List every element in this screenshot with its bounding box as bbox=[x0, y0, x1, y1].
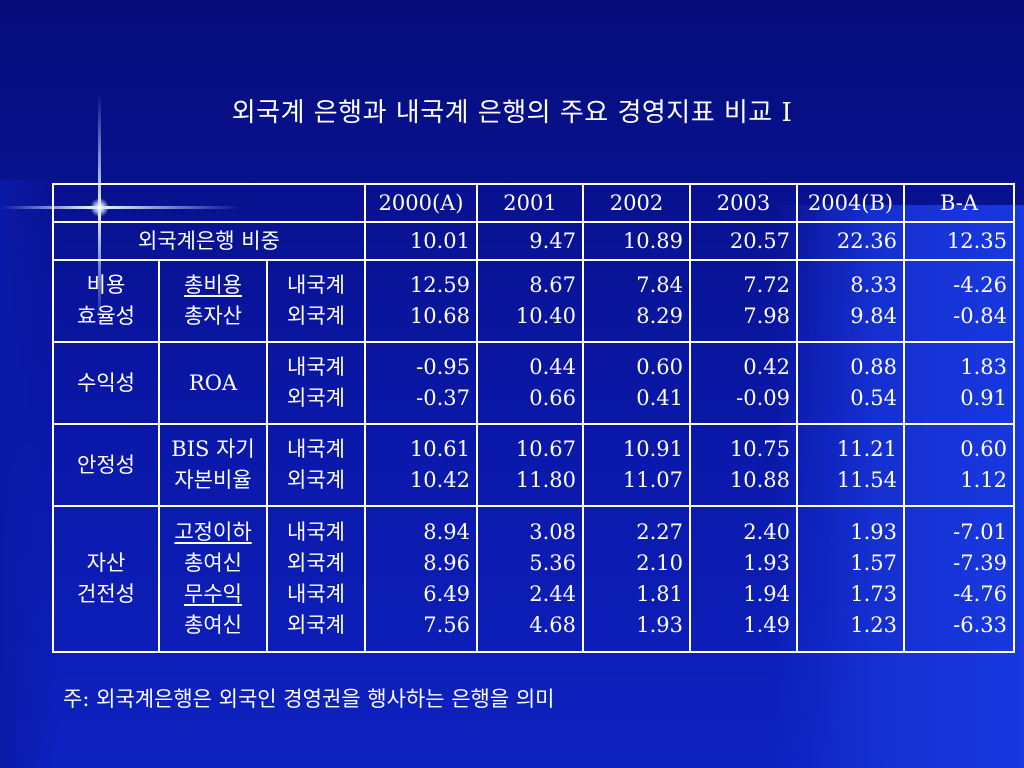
table-cell: 9.47 bbox=[476, 221, 584, 261]
header-cell: 2000(A) bbox=[364, 183, 478, 223]
table-cell: 10.61 10.42 bbox=[364, 423, 478, 507]
category-cell: 수익성 bbox=[52, 341, 160, 425]
header-cell: 2003 bbox=[689, 183, 798, 223]
indicator-label: BIS 자기 bbox=[171, 437, 255, 461]
category-label: 안정성 bbox=[77, 452, 135, 477]
category-cell: 안정성 bbox=[52, 423, 160, 507]
bank-type-label: 외국계 bbox=[287, 304, 345, 328]
indicator-label: 총여신 bbox=[184, 613, 242, 637]
table-cell: 0.44 0.66 bbox=[476, 341, 584, 425]
bank-type-label: 내국계 bbox=[287, 520, 345, 544]
table-cell: 2.27 2.10 1.81 1.93 bbox=[582, 505, 691, 653]
bank-type-cell: 내국계 외국계 bbox=[266, 259, 366, 343]
bank-type-label: 외국계 bbox=[287, 386, 345, 410]
indicator-label: 무수익 bbox=[184, 582, 242, 606]
table-cell: 22.36 bbox=[796, 221, 905, 261]
table-cell: 12.59 10.68 bbox=[364, 259, 478, 343]
table-cell: 7.84 8.29 bbox=[582, 259, 691, 343]
table-cell: 7.72 7.98 bbox=[689, 259, 798, 343]
table-header-row: 2000(A) 2001 2002 2003 2004(B) B-A bbox=[52, 183, 1015, 223]
table-row: 안정성 BIS 자기 자본비율 내국계 외국계 10.61 10.42 10.67… bbox=[52, 423, 1015, 507]
table-row: 수익성 ROA 내국계 외국계 -0.95 -0.37 0.44 0.66 0.60… bbox=[52, 341, 1015, 425]
slide-title: 외국계 은행과 내국계 은행의 주요 경영지표 비교 I bbox=[231, 98, 793, 128]
category-label: 비용 bbox=[86, 273, 126, 297]
table-cell: 0.42 -0.09 bbox=[689, 341, 798, 425]
category-label: 효율성 bbox=[77, 304, 135, 328]
indicator-label: 고정이하 bbox=[174, 520, 252, 544]
background-glow bbox=[0, 180, 60, 768]
bank-type-cell: 내국계 외국계 bbox=[266, 423, 366, 507]
table-cell: 10.67 11.80 bbox=[476, 423, 584, 507]
category-cell: 자산 건전성 bbox=[52, 505, 160, 653]
table-row: 자산 건전성 고정이하 총여신 무수익 총여신 내국계 외국계 내국계 외국계 … bbox=[52, 505, 1015, 653]
table-cell: 3.08 5.36 2.44 4.68 bbox=[476, 505, 584, 653]
table-cell: 0.60 0.41 bbox=[582, 341, 691, 425]
indicator-cell: 총비용 총자산 bbox=[158, 259, 268, 343]
table-cell: 2.40 1.93 1.94 1.49 bbox=[689, 505, 798, 653]
category-label: 자산 bbox=[86, 551, 126, 575]
table-cell: 11.21 11.54 bbox=[796, 423, 905, 507]
indicator-label: ROA bbox=[188, 370, 238, 395]
indicator-cell: 고정이하 총여신 무수익 총여신 bbox=[158, 505, 268, 653]
table-cell: 8.94 8.96 6.49 7.56 bbox=[364, 505, 478, 653]
header-cell: 2004(B) bbox=[796, 183, 905, 223]
table-row: 비용 효율성 총비용 총자산 내국계 외국계 12.59 10.68 8.67 10… bbox=[52, 259, 1015, 343]
table-cell: -4.26 -0.84 bbox=[903, 259, 1015, 343]
table-cell: -7.01 -7.39 -4.76 -6.33 bbox=[903, 505, 1015, 653]
header-blank-cell bbox=[52, 183, 366, 223]
table-cell: -0.95 -0.37 bbox=[364, 341, 478, 425]
row-label: 외국계은행 비중 bbox=[52, 221, 366, 261]
header-cell: 2001 bbox=[476, 183, 584, 223]
indicator-cell: BIS 자기 자본비율 bbox=[158, 423, 268, 507]
category-label: 수익성 bbox=[77, 370, 135, 395]
header-cell: B-A bbox=[903, 183, 1015, 223]
bank-type-label: 내국계 bbox=[287, 355, 345, 379]
bank-type-cell: 내국계 외국계 내국계 외국계 bbox=[266, 505, 366, 653]
category-cell: 비용 효율성 bbox=[52, 259, 160, 343]
table-cell: 10.89 bbox=[582, 221, 691, 261]
indicator-label: 총여신 bbox=[184, 551, 242, 575]
table-cell: 20.57 bbox=[689, 221, 798, 261]
table-cell: 10.91 11.07 bbox=[582, 423, 691, 507]
table-cell: 0.60 1.12 bbox=[903, 423, 1015, 507]
header-cell: 2002 bbox=[582, 183, 691, 223]
bank-type-cell: 내국계 외국계 bbox=[266, 341, 366, 425]
table-cell: 12.35 bbox=[903, 221, 1015, 261]
bank-type-label: 외국계 bbox=[287, 551, 345, 575]
bank-type-label: 외국계 bbox=[287, 468, 345, 492]
table-cell: 1.93 1.57 1.73 1.23 bbox=[796, 505, 905, 653]
bank-type-label: 내국계 bbox=[287, 273, 345, 297]
bank-type-label: 내국계 bbox=[287, 437, 345, 461]
indicator-label: 총비용 bbox=[184, 273, 242, 297]
table-cell: 10.01 bbox=[364, 221, 478, 261]
indicator-table: 2000(A) 2001 2002 2003 2004(B) B-A 외국계은행… bbox=[52, 183, 1015, 653]
table-cell: 10.75 10.88 bbox=[689, 423, 798, 507]
table-cell: 8.67 10.40 bbox=[476, 259, 584, 343]
category-label: 건전성 bbox=[77, 582, 135, 606]
table-cell: 1.83 0.91 bbox=[903, 341, 1015, 425]
bank-type-label: 외국계 bbox=[287, 613, 345, 637]
indicator-cell: ROA bbox=[158, 341, 268, 425]
footnote: 주: 외국계은행은 외국인 경영권을 행사하는 은행을 의미 bbox=[63, 687, 555, 711]
table-cell: 8.33 9.84 bbox=[796, 259, 905, 343]
bank-type-label: 내국계 bbox=[287, 582, 345, 606]
indicator-label: 총자산 bbox=[184, 304, 242, 328]
table-cell: 0.88 0.54 bbox=[796, 341, 905, 425]
table-row: 외국계은행 비중 10.01 9.47 10.89 20.57 22.36 12… bbox=[52, 221, 1015, 261]
indicator-label: 자본비율 bbox=[174, 468, 252, 492]
